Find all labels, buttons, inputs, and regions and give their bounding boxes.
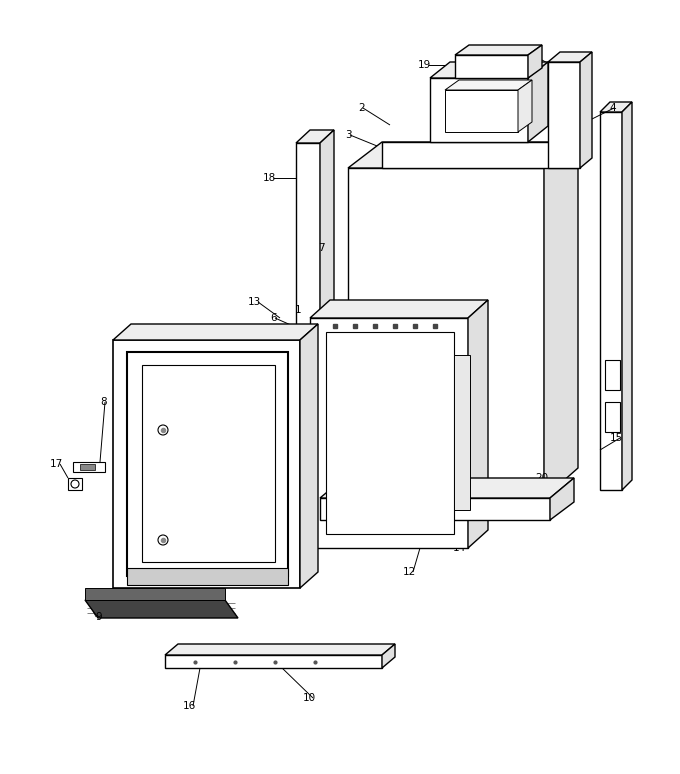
Circle shape	[158, 535, 168, 545]
Polygon shape	[165, 644, 395, 655]
Text: 13: 13	[248, 297, 261, 307]
Polygon shape	[68, 478, 82, 490]
Polygon shape	[296, 143, 320, 490]
Polygon shape	[605, 402, 620, 432]
Circle shape	[71, 480, 79, 488]
Polygon shape	[296, 130, 334, 143]
Polygon shape	[518, 80, 532, 132]
Polygon shape	[468, 300, 488, 548]
Polygon shape	[320, 130, 334, 490]
Polygon shape	[165, 655, 382, 668]
Polygon shape	[445, 90, 518, 132]
Polygon shape	[142, 365, 275, 562]
Polygon shape	[73, 462, 105, 472]
Polygon shape	[550, 478, 574, 520]
Polygon shape	[80, 464, 95, 470]
Polygon shape	[113, 340, 300, 588]
Polygon shape	[528, 45, 542, 78]
Polygon shape	[326, 332, 454, 534]
Text: 14: 14	[453, 543, 466, 553]
Text: 8: 8	[100, 397, 107, 407]
Circle shape	[158, 425, 168, 435]
Polygon shape	[85, 588, 225, 600]
Text: 7: 7	[318, 243, 324, 253]
Polygon shape	[85, 600, 238, 618]
Polygon shape	[605, 360, 620, 390]
Text: 1: 1	[295, 305, 302, 315]
Polygon shape	[455, 45, 542, 55]
Text: 3: 3	[345, 130, 352, 140]
Text: 18: 18	[263, 173, 276, 183]
Polygon shape	[348, 142, 578, 168]
Polygon shape	[600, 112, 622, 490]
Polygon shape	[544, 142, 578, 498]
Polygon shape	[445, 80, 532, 90]
Polygon shape	[348, 168, 544, 498]
Text: 4: 4	[609, 103, 615, 113]
Text: 5: 5	[490, 493, 496, 503]
Polygon shape	[382, 644, 395, 668]
Polygon shape	[455, 55, 528, 78]
Polygon shape	[310, 300, 488, 318]
Text: 9: 9	[95, 612, 101, 622]
Polygon shape	[127, 352, 288, 576]
Text: 17: 17	[50, 459, 63, 469]
Polygon shape	[600, 102, 632, 112]
Polygon shape	[300, 324, 318, 588]
Text: 15: 15	[610, 433, 624, 443]
Text: 2: 2	[358, 103, 364, 113]
Text: 16: 16	[183, 701, 197, 711]
Polygon shape	[548, 52, 592, 62]
Polygon shape	[127, 568, 288, 585]
Polygon shape	[430, 78, 528, 142]
Polygon shape	[454, 355, 470, 510]
Polygon shape	[382, 142, 578, 168]
Polygon shape	[320, 498, 550, 520]
Polygon shape	[113, 324, 318, 340]
Text: 19: 19	[418, 60, 431, 70]
Polygon shape	[580, 52, 592, 168]
Polygon shape	[430, 62, 548, 78]
Text: 6: 6	[270, 313, 277, 323]
Polygon shape	[548, 62, 580, 168]
Text: 11: 11	[143, 380, 156, 390]
Polygon shape	[310, 318, 468, 548]
Text: 10: 10	[303, 693, 316, 703]
Text: 20: 20	[535, 473, 548, 483]
Text: 21: 21	[572, 77, 585, 87]
Polygon shape	[320, 478, 574, 498]
Polygon shape	[622, 102, 632, 490]
Polygon shape	[528, 62, 548, 142]
Text: 12: 12	[403, 567, 416, 577]
